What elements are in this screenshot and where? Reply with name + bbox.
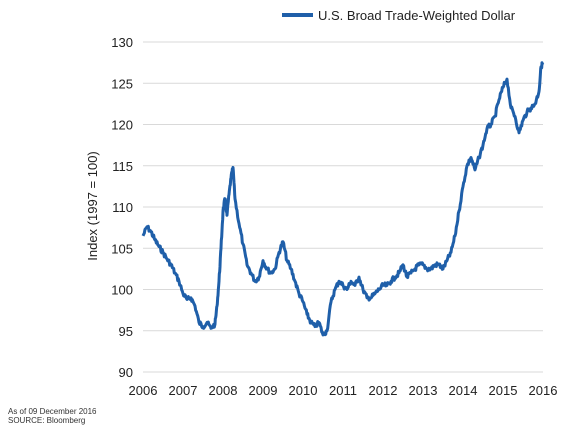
x-tick-label: 2013 [409, 383, 438, 398]
x-tick-label: 2009 [249, 383, 278, 398]
y-tick-label: 130 [111, 35, 133, 50]
y-axis: 90 95 100 105 110 115 120 125 130 [111, 35, 133, 380]
y-tick-label: 110 [112, 200, 133, 215]
legend: U.S. Broad Trade-Weighted Dollar [282, 8, 516, 23]
x-tick-label: 2016 [529, 383, 558, 398]
x-tick-label: 2014 [449, 383, 478, 398]
x-tick-label: 2015 [489, 383, 518, 398]
y-tick-label: 100 [111, 283, 133, 298]
legend-label: U.S. Broad Trade-Weighted Dollar [318, 8, 516, 23]
x-tick-label: 2012 [369, 383, 398, 398]
x-tick-label: 2007 [169, 383, 198, 398]
x-tick-label: 2011 [329, 383, 357, 398]
footnote-source: SOURCE: Bloomberg [8, 416, 86, 425]
y-tick-label: 105 [111, 241, 133, 256]
gridlines [143, 41, 543, 373]
y-tick-label: 95 [119, 324, 133, 339]
y-tick-label: 120 [111, 118, 133, 133]
y-axis-title: Index (1997 = 100) [85, 151, 100, 261]
x-tick-label: 2010 [289, 383, 318, 398]
y-tick-label: 90 [119, 365, 133, 380]
x-tick-label: 2006 [129, 383, 158, 398]
y-tick-label: 125 [111, 76, 133, 91]
y-tick-label: 115 [112, 159, 133, 174]
plot-area [141, 61, 545, 337]
footnote-date: As of 09 December 2016 [8, 407, 97, 416]
series-line-0 [141, 61, 545, 337]
x-tick-label: 2008 [209, 383, 238, 398]
x-axis: 2006 2007 2008 2009 2010 2011 2012 2013 2014 2015… [129, 383, 558, 398]
